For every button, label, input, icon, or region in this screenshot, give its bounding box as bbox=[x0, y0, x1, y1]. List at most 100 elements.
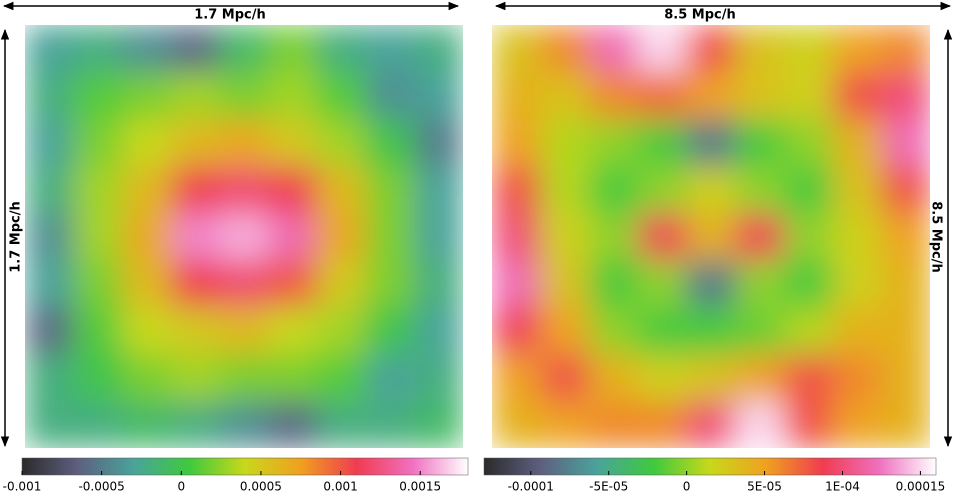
heatmap-cell bbox=[686, 401, 736, 448]
heatmap-cell bbox=[414, 401, 463, 448]
heatmap-cell bbox=[784, 260, 834, 308]
heatmap-cell bbox=[122, 401, 172, 448]
heatmap-cell bbox=[540, 25, 590, 73]
heatmap-cell bbox=[268, 25, 318, 73]
heatmap bbox=[25, 25, 463, 448]
heatmap-cell bbox=[686, 213, 736, 261]
heatmap-cell bbox=[735, 72, 785, 120]
heatmap-cell bbox=[365, 307, 415, 355]
heatmap-cell bbox=[832, 119, 882, 167]
heatmap-cell bbox=[881, 72, 930, 120]
colorbar-tick-label: 0.001 bbox=[323, 480, 357, 494]
heatmap-cell bbox=[73, 119, 123, 167]
colorbar-tick-label: -0.001 bbox=[3, 480, 42, 494]
colorbar-tick-label: 0.00015 bbox=[896, 480, 946, 494]
heatmap-cell bbox=[25, 401, 75, 448]
heatmap-cell bbox=[881, 260, 930, 308]
heatmap-cell bbox=[735, 307, 785, 355]
heatmap-cell bbox=[832, 72, 882, 120]
heatmap-cell bbox=[171, 72, 221, 120]
heatmap-cell bbox=[686, 354, 736, 402]
heatmap-cells bbox=[492, 25, 930, 448]
heatmap-cell bbox=[25, 354, 75, 402]
heatmap-cell bbox=[171, 354, 221, 402]
heatmap-cell bbox=[122, 354, 172, 402]
heatmap-cell bbox=[540, 307, 590, 355]
heatmap-cell bbox=[784, 72, 834, 120]
heatmap-cell bbox=[317, 354, 367, 402]
heatmap-cell bbox=[268, 260, 318, 308]
heatmap-cell bbox=[25, 119, 75, 167]
heatmap-cell bbox=[540, 260, 590, 308]
heatmap-cell bbox=[219, 119, 269, 167]
heatmap-cell bbox=[686, 260, 736, 308]
heatmap-cell bbox=[73, 25, 123, 73]
heatmap-cell bbox=[122, 307, 172, 355]
heatmap-cell bbox=[414, 307, 463, 355]
heatmap-cell bbox=[414, 166, 463, 214]
heatmap-cell bbox=[317, 72, 367, 120]
heatmap-cell bbox=[735, 260, 785, 308]
heatmap-cell bbox=[832, 25, 882, 73]
heatmap-cell bbox=[268, 119, 318, 167]
heatmap-cell bbox=[414, 354, 463, 402]
heatmap-cell bbox=[832, 354, 882, 402]
heatmap-cell bbox=[171, 401, 221, 448]
colorbar-tick-label: 0 bbox=[177, 480, 185, 494]
colorbar-tick-label: -0.0001 bbox=[508, 480, 554, 494]
heatmap-cell bbox=[540, 119, 590, 167]
heatmap-cell bbox=[492, 401, 542, 448]
heatmap-cell bbox=[784, 401, 834, 448]
heatmap-cell bbox=[219, 25, 269, 73]
heatmap-cell bbox=[492, 354, 542, 402]
heatmap-cell bbox=[25, 260, 75, 308]
heatmap-cell bbox=[268, 72, 318, 120]
heatmap-cell bbox=[268, 307, 318, 355]
heatmap-cell bbox=[735, 401, 785, 448]
heatmap-cell bbox=[73, 213, 123, 261]
heatmap-cell bbox=[735, 354, 785, 402]
heatmap-cell bbox=[122, 72, 172, 120]
heatmap-cell bbox=[686, 25, 736, 73]
heatmap-cell bbox=[832, 307, 882, 355]
colorbar-tick-label: 1E-04 bbox=[825, 480, 860, 494]
scale-label: 1.7 Mpc/h bbox=[194, 8, 266, 23]
heatmap-cell bbox=[589, 166, 639, 214]
heatmap-cell bbox=[122, 213, 172, 261]
colorbar bbox=[483, 457, 937, 476]
heatmap-cell bbox=[540, 401, 590, 448]
scale-label: 1.7 Mpc/h bbox=[9, 201, 24, 273]
heatmap-cell bbox=[73, 72, 123, 120]
heatmap-cell bbox=[492, 119, 542, 167]
heatmap-cell bbox=[317, 260, 367, 308]
heatmap-cell bbox=[881, 119, 930, 167]
heatmap-cell bbox=[686, 119, 736, 167]
heatmap-cell bbox=[219, 354, 269, 402]
heatmap-cell bbox=[492, 25, 542, 73]
heatmap-cell bbox=[589, 307, 639, 355]
heatmap-cell bbox=[735, 119, 785, 167]
heatmap-cell bbox=[881, 354, 930, 402]
heatmap-cell bbox=[122, 25, 172, 73]
heatmap-cell bbox=[589, 25, 639, 73]
colorbar-tick-label: 0.0015 bbox=[399, 480, 441, 494]
heatmap-cell bbox=[171, 166, 221, 214]
heatmap-cell bbox=[25, 72, 75, 120]
heatmap-cell bbox=[686, 72, 736, 120]
heatmap-cell bbox=[122, 119, 172, 167]
heatmap-cell bbox=[219, 166, 269, 214]
heatmap-cell bbox=[492, 166, 542, 214]
heatmap-cell bbox=[735, 25, 785, 73]
heatmap-cell bbox=[881, 25, 930, 73]
heatmap-cell bbox=[122, 260, 172, 308]
heatmap-cell bbox=[589, 401, 639, 448]
heatmap-cell bbox=[365, 401, 415, 448]
heatmap-cells bbox=[25, 25, 463, 448]
heatmap-cell bbox=[171, 25, 221, 73]
heatmap-cell bbox=[414, 213, 463, 261]
heatmap-cell bbox=[414, 119, 463, 167]
heatmap-cell bbox=[638, 354, 688, 402]
heatmap-cell bbox=[638, 25, 688, 73]
heatmap-cell bbox=[171, 307, 221, 355]
